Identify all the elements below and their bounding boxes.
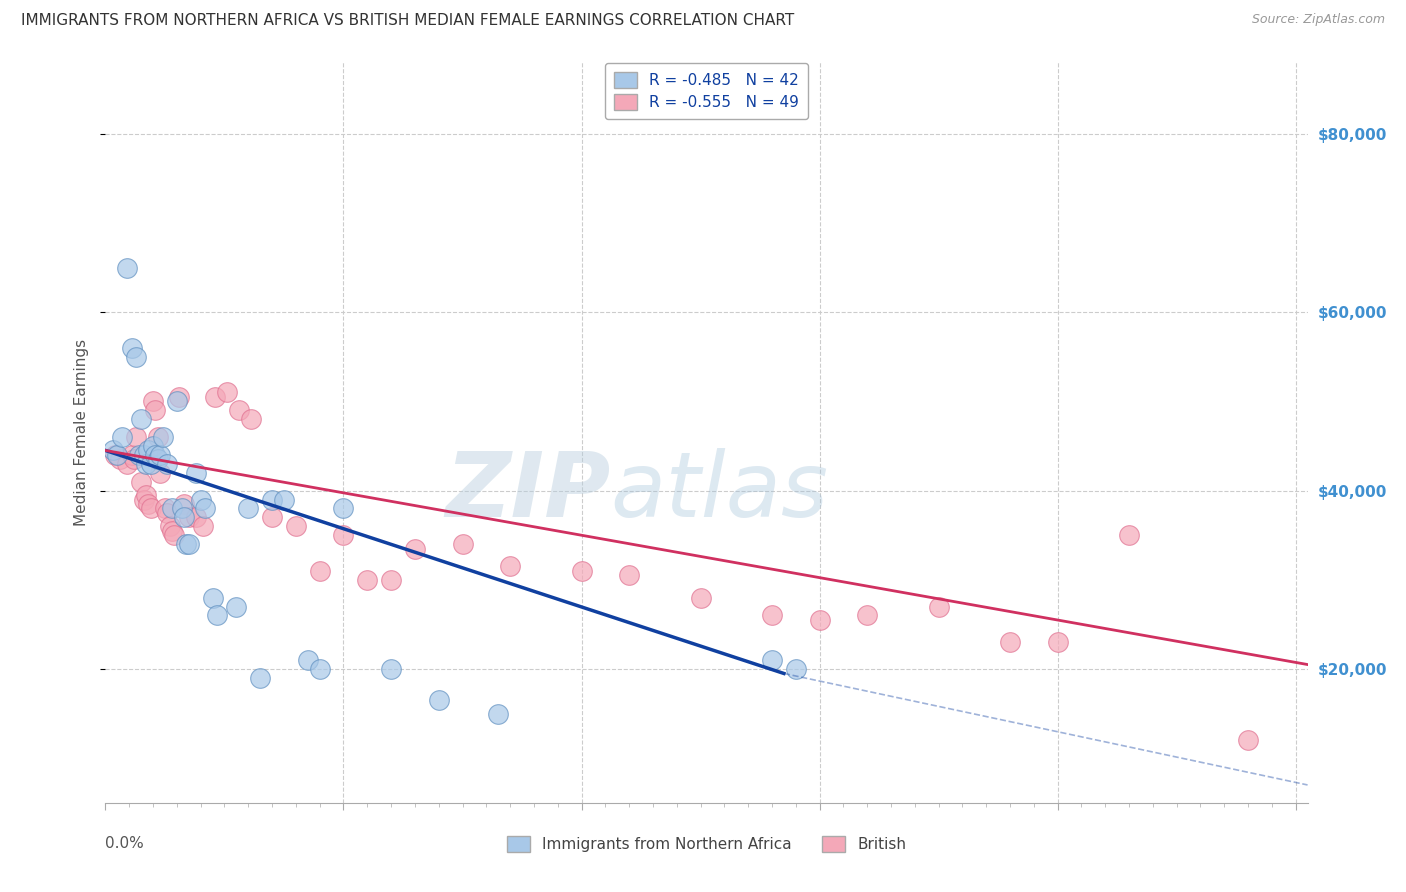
Point [105, 448, 128, 462]
Point [177, 537, 200, 551]
Y-axis label: Median Female Earnings: Median Female Earnings [75, 339, 90, 526]
Point [163, 528, 186, 542]
Point [108, 452, 131, 467]
Point [194, 501, 217, 516]
Point [856, 608, 879, 623]
Point [190, 492, 212, 507]
Point [808, 613, 831, 627]
Point [153, 501, 176, 516]
Point [451, 537, 474, 551]
Point [104, 448, 127, 462]
Point [121, 448, 143, 462]
Point [486, 706, 509, 721]
Point [297, 653, 319, 667]
Point [225, 599, 247, 614]
Point [115, 457, 138, 471]
Point [115, 260, 138, 275]
Point [125, 350, 148, 364]
Point [761, 653, 783, 667]
Point [928, 599, 950, 614]
Point [176, 537, 198, 551]
Text: Source: ZipAtlas.com: Source: ZipAtlas.com [1251, 13, 1385, 27]
Point [136, 443, 159, 458]
Point [135, 457, 157, 471]
Point [238, 501, 260, 516]
Point [239, 412, 262, 426]
Point [689, 591, 711, 605]
Point [146, 452, 169, 467]
Point [332, 528, 354, 542]
Point [308, 564, 330, 578]
Point [998, 635, 1021, 649]
Point [135, 488, 157, 502]
Point [111, 430, 134, 444]
Point [356, 573, 378, 587]
Point [101, 443, 124, 458]
Text: 0.0%: 0.0% [105, 836, 145, 851]
Point [571, 564, 593, 578]
Text: ZIP: ZIP [446, 448, 610, 536]
Point [380, 573, 402, 587]
Point [215, 385, 238, 400]
Point [201, 591, 224, 605]
Point [308, 662, 330, 676]
Point [156, 506, 179, 520]
Point [160, 524, 183, 538]
Point [191, 519, 214, 533]
Point [761, 608, 783, 623]
Point [145, 448, 167, 462]
Point [132, 448, 155, 462]
Point [262, 510, 284, 524]
Point [152, 430, 174, 444]
Point [273, 492, 295, 507]
Point [125, 430, 148, 444]
Point [170, 501, 193, 516]
Point [166, 394, 188, 409]
Point [427, 693, 450, 707]
Point [129, 412, 152, 426]
Point [262, 492, 284, 507]
Point [122, 452, 145, 467]
Point [499, 559, 522, 574]
Point [228, 403, 250, 417]
Point [785, 662, 807, 676]
Point [173, 497, 195, 511]
Point [284, 519, 307, 533]
Point [617, 568, 640, 582]
Point [156, 457, 179, 471]
Point [139, 457, 162, 471]
Point [184, 510, 207, 524]
Point [136, 497, 159, 511]
Point [149, 448, 172, 462]
Point [146, 430, 169, 444]
Point [129, 475, 152, 489]
Point [380, 662, 402, 676]
Point [142, 439, 165, 453]
Point [332, 501, 354, 516]
Point [207, 608, 229, 623]
Point [139, 501, 162, 516]
Point [177, 510, 200, 524]
Point [132, 492, 155, 507]
Point [173, 510, 195, 524]
Text: atlas: atlas [610, 448, 828, 536]
Point [160, 501, 183, 516]
Point [159, 519, 181, 533]
Point [1046, 635, 1069, 649]
Point [149, 466, 172, 480]
Point [404, 541, 426, 556]
Point [167, 390, 190, 404]
Point [128, 448, 150, 462]
Point [145, 403, 167, 417]
Point [184, 466, 207, 480]
Point [1237, 733, 1260, 747]
Legend: Immigrants from Northern Africa, British: Immigrants from Northern Africa, British [501, 830, 912, 858]
Point [142, 394, 165, 409]
Point [249, 671, 271, 685]
Point [121, 341, 143, 355]
Point [204, 390, 226, 404]
Text: IMMIGRANTS FROM NORTHERN AFRICA VS BRITISH MEDIAN FEMALE EARNINGS CORRELATION CH: IMMIGRANTS FROM NORTHERN AFRICA VS BRITI… [21, 13, 794, 29]
Point [1118, 528, 1140, 542]
